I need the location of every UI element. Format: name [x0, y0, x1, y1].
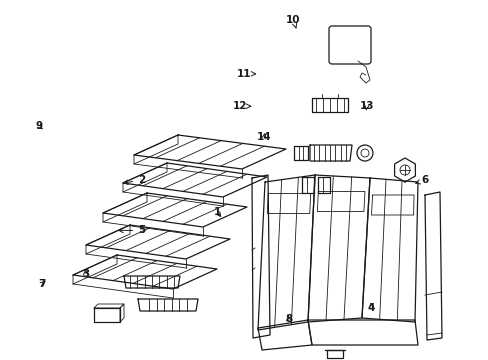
Text: 1: 1: [214, 207, 221, 217]
Text: 4: 4: [367, 303, 375, 313]
Text: 2: 2: [123, 175, 145, 185]
Text: 13: 13: [359, 101, 373, 111]
Text: 6: 6: [415, 175, 428, 185]
Text: 12: 12: [232, 101, 250, 111]
Text: 11: 11: [237, 69, 255, 79]
Text: 5: 5: [119, 225, 145, 235]
Text: 9: 9: [36, 121, 42, 131]
Text: 8: 8: [285, 314, 291, 324]
Text: 10: 10: [285, 15, 300, 28]
Text: 3: 3: [82, 269, 89, 279]
Text: 7: 7: [38, 279, 45, 289]
Text: 14: 14: [256, 132, 271, 142]
